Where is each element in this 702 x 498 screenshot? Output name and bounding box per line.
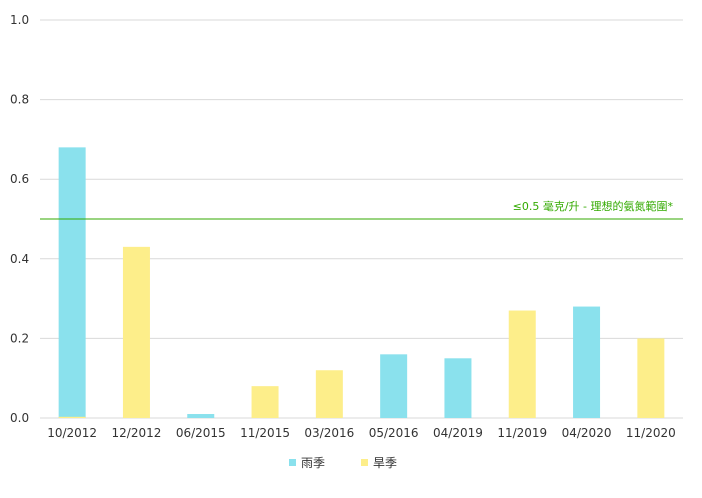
x-tick-label: 11/2015 (240, 426, 290, 440)
y-tick-label: 0.6 (10, 172, 29, 186)
y-tick-label: 0.0 (10, 411, 29, 425)
bar (637, 338, 665, 418)
legend-label: 旱季 (373, 456, 397, 470)
bar (315, 370, 343, 418)
x-tick-label: 04/2019 (433, 426, 483, 440)
bar (187, 414, 215, 418)
bar (573, 306, 601, 418)
bar (444, 358, 472, 418)
bar (380, 354, 408, 418)
reference-line-label: ≤0.5 毫克/升 - 理想的氨氮範圍* (513, 199, 674, 213)
x-tick-label: 10/2012 (47, 426, 97, 440)
legend-swatch (289, 459, 296, 466)
bar (251, 386, 279, 418)
x-tick-label: 11/2019 (497, 426, 547, 440)
bar (58, 147, 86, 419)
y-tick-label: 0.4 (10, 252, 29, 266)
bar (508, 310, 536, 418)
bar (122, 246, 150, 418)
x-tick-label: 04/2020 (562, 426, 612, 440)
x-tick-label: 05/2016 (369, 426, 419, 440)
y-tick-label: 1.0 (10, 13, 29, 27)
y-tick-label: 0.8 (10, 93, 29, 107)
x-tick-label: 12/2012 (112, 426, 162, 440)
x-tick-label: 11/2020 (626, 426, 676, 440)
bar (58, 416, 86, 418)
legend-label: 雨季 (301, 456, 325, 470)
x-tick-label: 06/2015 (176, 426, 226, 440)
legend-swatch (361, 459, 368, 466)
x-tick-label: 03/2016 (304, 426, 354, 440)
y-tick-label: 0.2 (10, 331, 29, 345)
